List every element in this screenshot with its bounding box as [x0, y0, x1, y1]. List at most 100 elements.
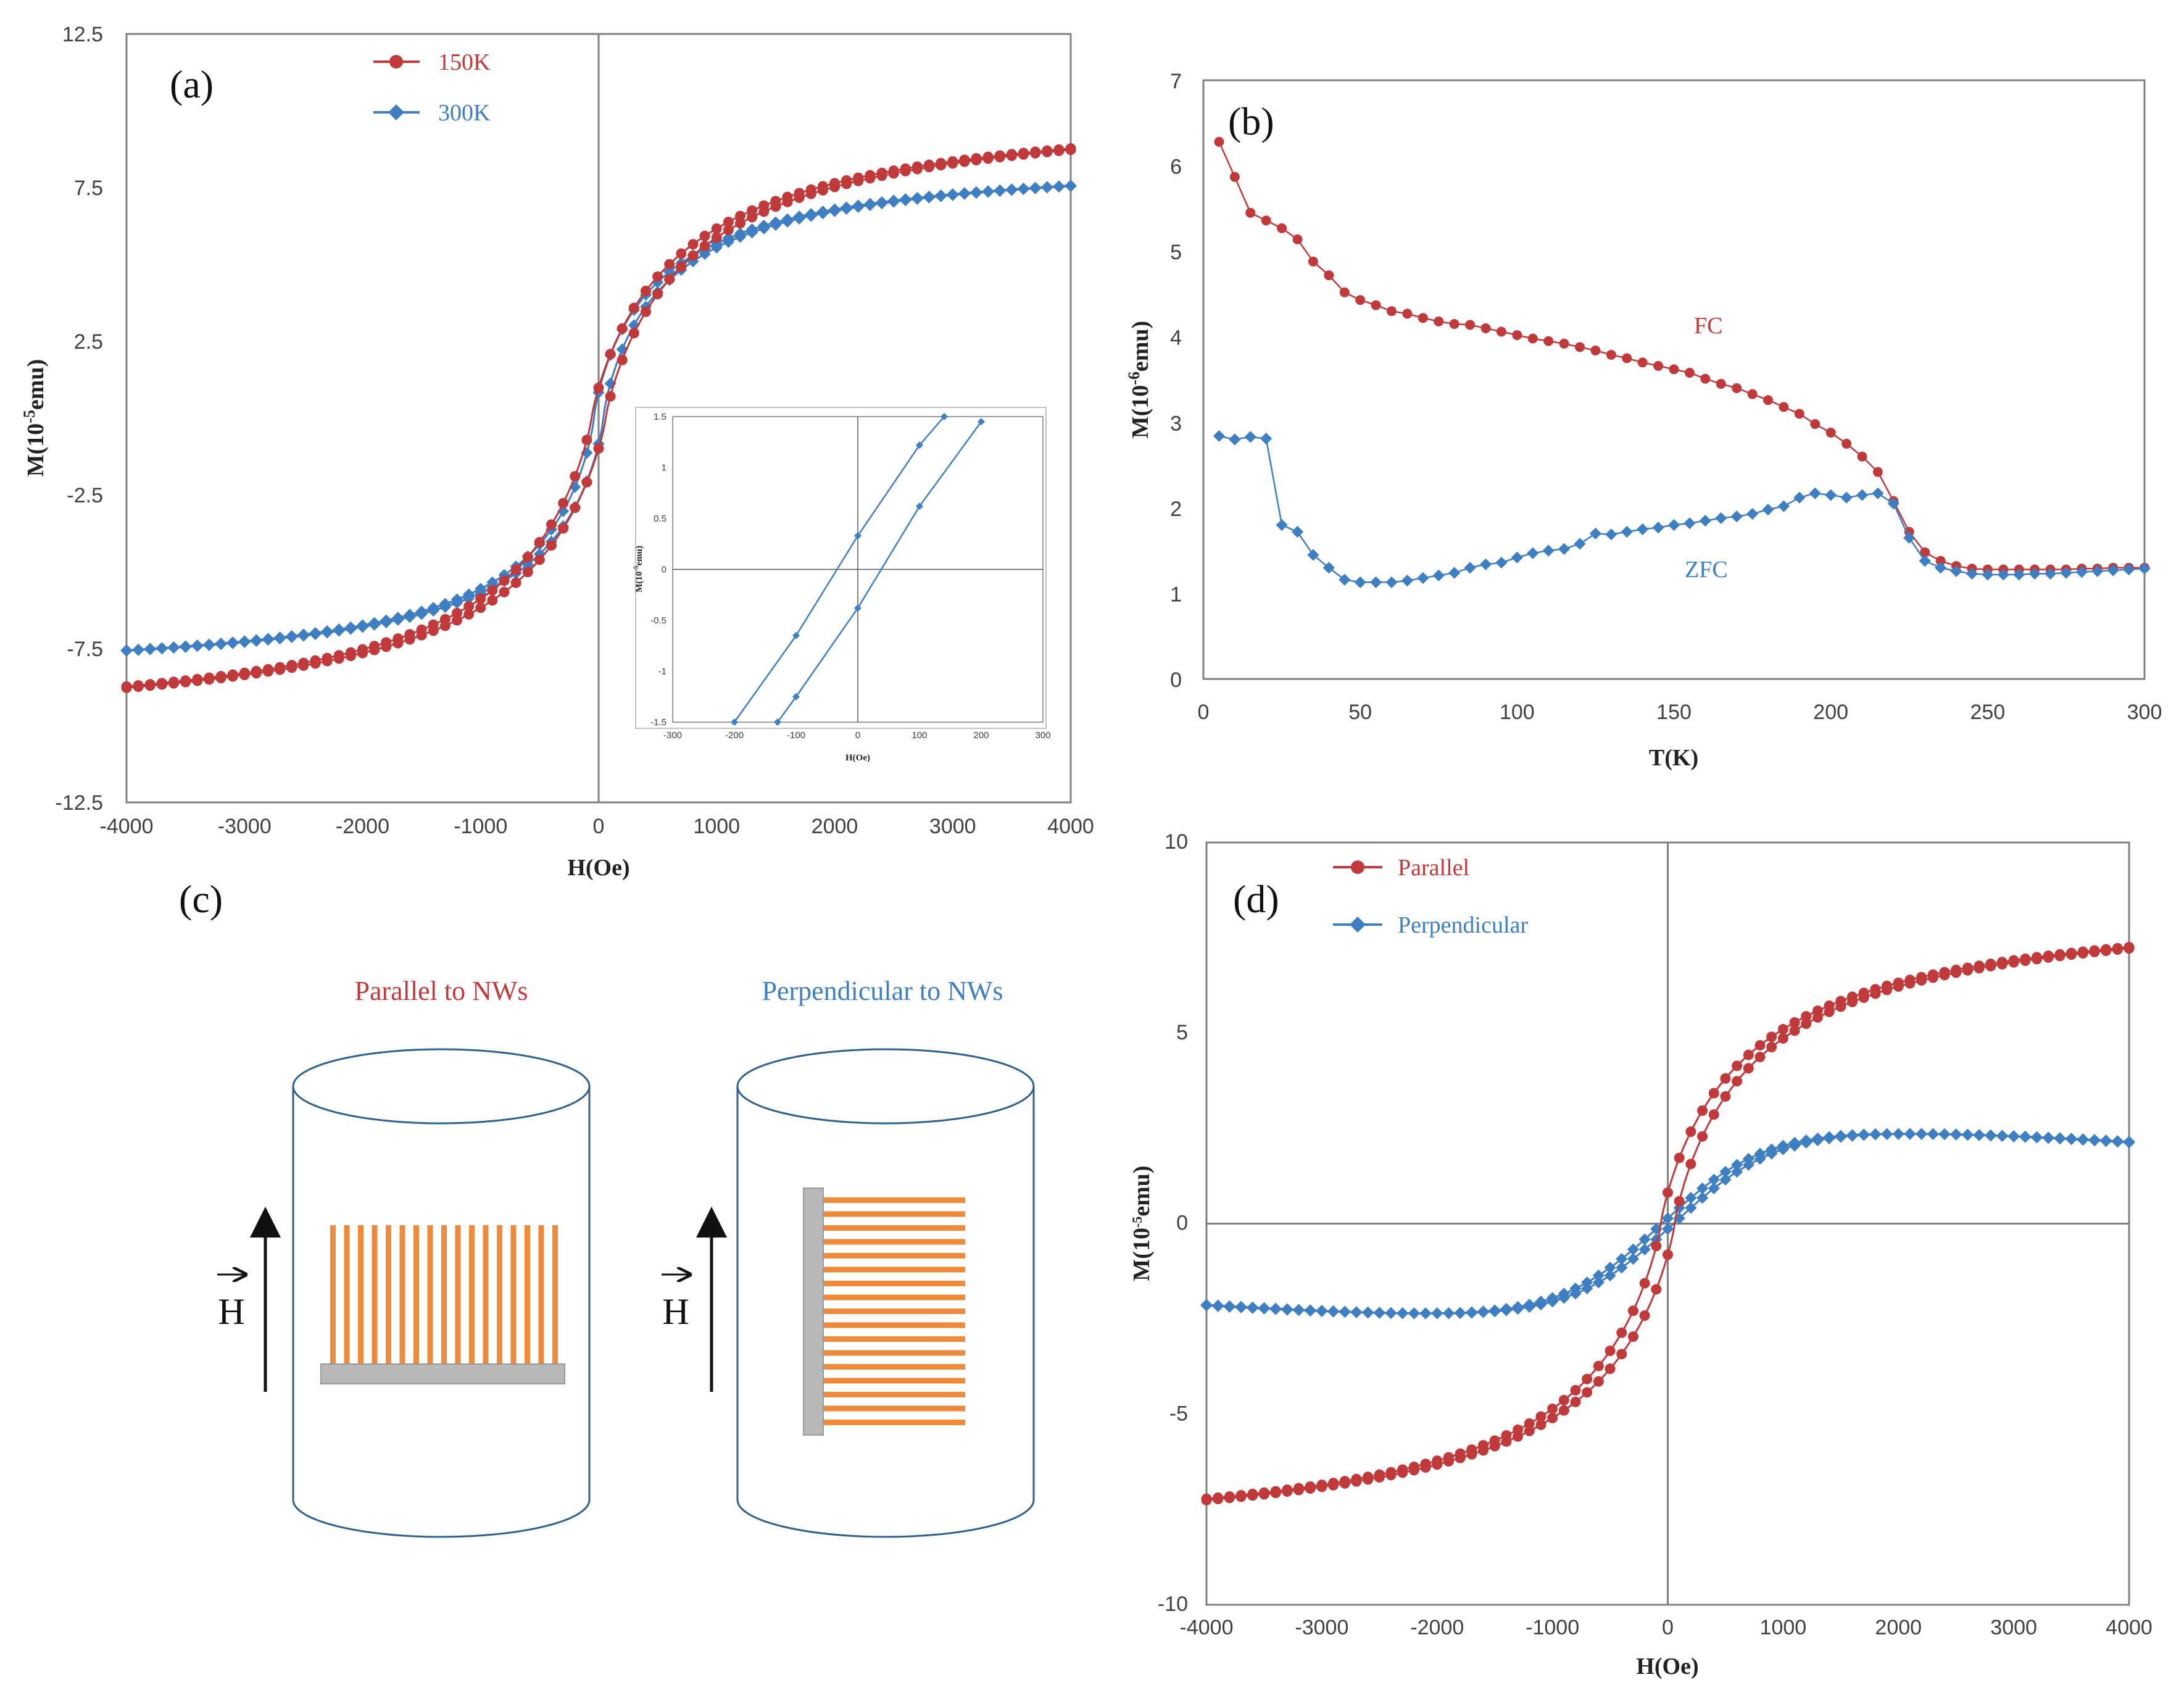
panel-b-x-tick-label: 50: [1348, 701, 1372, 724]
parallel-nanowire: [441, 1225, 447, 1364]
panel-d-perpendicular-point: [2077, 1134, 2089, 1146]
panel-d-perpendicular-point: [1742, 1152, 1754, 1165]
panel-a-300k-point: [793, 210, 805, 223]
panel-a-150k-point: [994, 150, 1005, 161]
panel-a-150k-point: [699, 230, 710, 241]
panel-a-150k-point: [982, 151, 994, 162]
panel-a-150k-point: [286, 660, 297, 671]
panel-a-x-tick-label: -2000: [336, 815, 389, 838]
panel-a-150k-point: [699, 241, 710, 252]
panel-a-x-tick-label: -3000: [218, 815, 272, 838]
perpendicular-cylinder-body: [736, 1086, 1035, 1538]
panel-a-150k-point: [570, 471, 581, 482]
panel-a-150k-point: [711, 232, 722, 243]
panel-a-300k-point: [935, 189, 947, 202]
panel-d-parallel-point: [1835, 996, 1846, 1007]
panel-d-parallel-point: [1974, 960, 1985, 971]
panel-a-150k-point: [499, 586, 510, 597]
panel-a-150k-point: [298, 657, 309, 668]
panel-d-y-tick-label: 5: [1176, 1021, 1188, 1044]
panel-a-x-tick-label: -4000: [100, 815, 154, 838]
panel-b-zfc-point: [1605, 528, 1617, 541]
panel-a-300k-point: [722, 231, 734, 244]
panel-d-perpendicular-point: [1592, 1276, 1605, 1289]
panel-b-zfc-point: [1307, 549, 1319, 561]
panel-a-150k-point: [841, 175, 852, 186]
parallel-nanowire: [483, 1225, 489, 1364]
panel-a-150k-point: [452, 607, 462, 618]
panel-a-150k-point: [463, 601, 475, 612]
parallel-nanowire: [552, 1225, 558, 1364]
panel-a-150k-point: [605, 349, 616, 360]
panel-a-150k-point: [641, 306, 651, 317]
parallel-nanowire: [386, 1225, 391, 1364]
panel-d-parallel-point: [1674, 1196, 1685, 1207]
parallel-nanowire: [344, 1225, 350, 1364]
panel-a-150k-point: [936, 157, 947, 168]
panel-d-x-tick-label: 2000: [1875, 1616, 1922, 1639]
panel-d-parallel-point: [1547, 1404, 1558, 1415]
panel-d-perpendicular-point: [1869, 1128, 1882, 1141]
panel-d-parallel-point: [1743, 1049, 1754, 1060]
panel-d-x-tick-label: 1000: [1760, 1616, 1807, 1639]
panel-a-150k-point: [770, 196, 781, 207]
inset-y-title: M(10-5emu): [633, 546, 644, 593]
panel-a-300k-point: [1041, 181, 1053, 193]
panel-d-perpendicular-point: [2042, 1132, 2054, 1144]
panel-d-parallel-point: [1663, 1249, 1673, 1260]
panel-b-fc-point: [1684, 367, 1695, 378]
panel-d-parallel-point: [1501, 1430, 1512, 1441]
panel-d-perpendicular-point: [1200, 1299, 1213, 1312]
panel-b-zfc-point: [1369, 576, 1382, 589]
panel-d-x-ticks: -4000 -3000 -2000 -1000 0 1000 2000 3000 4000: [1180, 1616, 2153, 1639]
panel-a-150k-point: [510, 577, 521, 588]
panel-b-fc-point: [1575, 342, 1585, 352]
perpendicular-cylinder: [736, 1048, 1035, 1538]
panel-a-300k-point: [982, 185, 994, 198]
panel-a-150k-point: [558, 497, 569, 509]
panel-a-150k-point: [747, 205, 758, 216]
panel-a-300k-point: [1065, 180, 1077, 192]
inset-x-tick-label: -100: [787, 730, 805, 741]
panel-a-300k-point: [758, 219, 770, 232]
panel-d-parallel-point: [1605, 1346, 1616, 1357]
panel-a-300k-point: [180, 640, 192, 652]
panel-d-parallel-point: [1766, 1031, 1777, 1042]
panel-a-300k-point: [1017, 182, 1030, 195]
legend-300k-marker: [388, 104, 404, 120]
panel-d-parallel-point: [1627, 1305, 1638, 1317]
inset-point: [854, 532, 862, 540]
panel-b-zfc-point: [1558, 543, 1571, 555]
panel-b-fc-point: [1779, 402, 1789, 412]
panel-b-fc-point: [1214, 136, 1224, 147]
panel-a-300k-point: [947, 188, 959, 201]
panel-d-parallel-point: [1478, 1440, 1489, 1451]
panel-d-parallel-point: [1582, 1373, 1593, 1384]
parallel-cylinder: [292, 1048, 591, 1538]
panel-a-300k-point: [652, 276, 664, 288]
panel-a-300k-point: [486, 576, 499, 589]
panel-d-x-tick-label: -4000: [1180, 1616, 1234, 1639]
panel-d-perpendicular-point: [1316, 1305, 1328, 1317]
panel-a-150k-point: [652, 271, 663, 282]
panel-b-zfc-point: [1511, 551, 1523, 564]
panel-d-perpendicular-point: [1223, 1300, 1235, 1313]
panel-a-300k-point: [344, 621, 357, 634]
panel-b-fc-point: [1559, 338, 1569, 349]
panel-a-150k-point: [275, 662, 286, 673]
panel-d-parallel-point: [1697, 1131, 1708, 1142]
panel-d-parallel-point: [1605, 1363, 1616, 1375]
panel-d-perpendicular-point: [1731, 1159, 1743, 1171]
panel-d-parallel-point: [1316, 1479, 1327, 1491]
panel-b-y-title: M(10-6emu): [1125, 321, 1153, 439]
inset-y-tick-label: 0.5: [654, 514, 666, 524]
parallel-nanowire: [427, 1225, 433, 1364]
panel-d-perpendicular-point: [1880, 1128, 1893, 1140]
panel-b-y-tick-label: 4: [1170, 327, 1182, 350]
panel-b-zfc-point: [1260, 433, 1273, 445]
inset-x-tick-label: 0: [855, 730, 860, 741]
inset-y-ticks: 1.5 1 0.5 0 -0.5 -1 -1.5: [650, 412, 666, 728]
panel-a-x-ticks: -4000 -3000 -2000 -1000 0 1000 2000 3000 4000: [100, 815, 1094, 838]
panel-a-300k-point: [309, 626, 322, 639]
parallel-field-vector: H: [217, 1207, 281, 1392]
